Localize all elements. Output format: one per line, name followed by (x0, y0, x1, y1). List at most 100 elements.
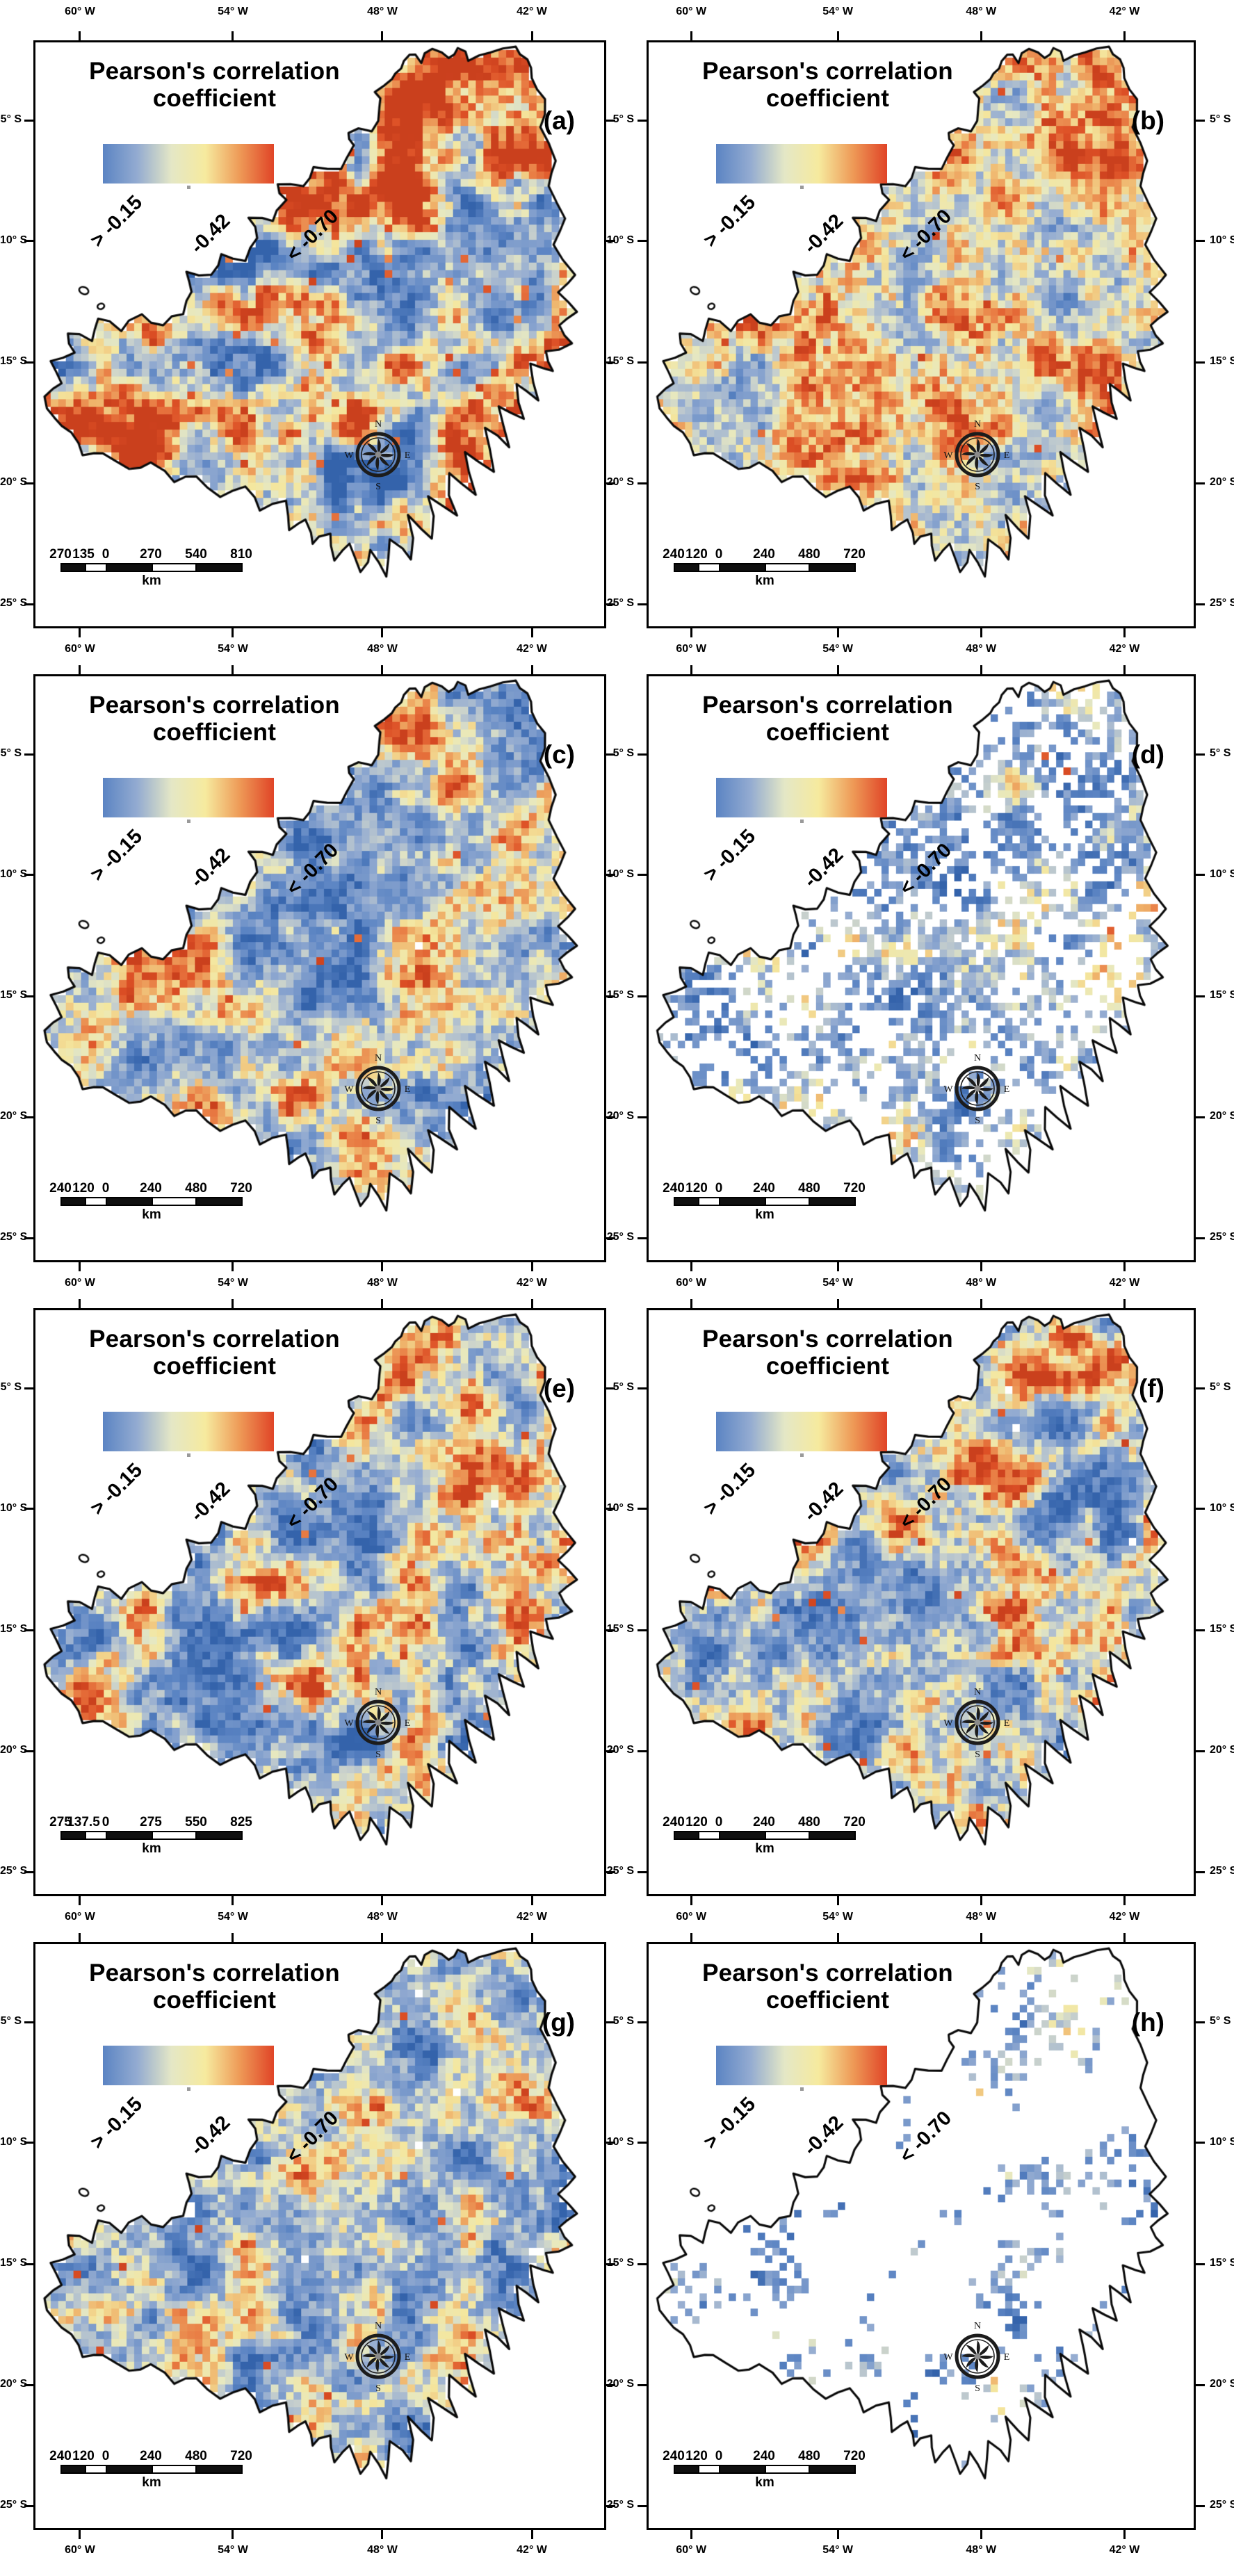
lon-tick-mark (530, 2530, 533, 2539)
panel-title-line1: Pearson's correlation (702, 692, 953, 719)
panel-title-line1: Pearson's correlation (702, 58, 953, 85)
lon-tick-mark (836, 1933, 839, 1942)
scale-number: 0 (102, 1815, 110, 1829)
panel-title-line2: coefficient (152, 85, 277, 113)
lon-tick-label: 48° W (966, 643, 997, 655)
scale-number: 480 (798, 547, 820, 562)
colorbar-mid-tick (800, 186, 804, 189)
lon-tick-label: 60° W (676, 1277, 707, 1289)
lat-tick-mark (1196, 1387, 1205, 1389)
lat-tick-label: 25° S (1210, 597, 1234, 610)
scale-number: 240 (663, 1815, 685, 1829)
lon-tick-label: 60° W (676, 643, 707, 655)
scale-bar: 240 120 0 240 480 720 km (663, 1815, 866, 1857)
colorbar-gradient (103, 144, 274, 184)
lat-tick-label: 10° S (0, 1501, 28, 1514)
lon-tick-mark (381, 31, 384, 40)
scale-number: 275 (49, 1815, 72, 1829)
compass-south-label: S (375, 1750, 381, 1760)
lon-tick-label: 48° W (367, 643, 398, 655)
lon-tick-mark (232, 1896, 234, 1905)
lat-tick-mark (606, 119, 615, 122)
lat-tick-label: 15° S (0, 1623, 28, 1636)
compass-north-label: N (974, 419, 981, 430)
lon-tick-mark (530, 1933, 533, 1942)
panel-title-line2: coefficient (765, 1987, 890, 2014)
scale-bar: 240 120 0 240 480 720 km (663, 2449, 866, 2491)
lon-tick-mark (381, 665, 384, 674)
lat-tick-mark (24, 874, 33, 877)
lon-tick-mark (232, 665, 234, 674)
lat-tick-label: 25° S (606, 597, 634, 610)
lat-tick-mark (24, 240, 33, 243)
lon-tick-label: 54° W (822, 1277, 854, 1289)
panel-title-line2: coefficient (765, 85, 890, 113)
panel-letter: (a) (543, 106, 575, 135)
lat-tick-mark (24, 2383, 33, 2386)
lat-tick-mark (638, 2263, 647, 2265)
compass-west-label: W (943, 1718, 953, 1729)
lat-tick-label: 5° S (0, 747, 22, 760)
colorbar-gradient (716, 2046, 887, 2085)
lat-tick-label: 15° S (1210, 2257, 1234, 2269)
lon-tick-label: 60° W (65, 2544, 95, 2556)
lat-tick-label: 15° S (0, 2257, 28, 2269)
compass-rose-icon: N E S W (345, 2321, 411, 2394)
lon-tick-mark (980, 628, 982, 637)
scale-bar-unit-label: km (755, 1841, 774, 1856)
scale-number: 720 (230, 1181, 252, 1196)
lat-tick-mark (1196, 1750, 1205, 1752)
scale-number: 0 (715, 2449, 723, 2463)
compass-rose-icon: N E S W (345, 1687, 411, 1760)
lat-tick-mark (606, 1237, 615, 1239)
lon-tick-label: 60° W (65, 6, 95, 17)
lon-tick-mark (381, 2530, 384, 2539)
lat-tick-label: 15° S (0, 355, 28, 368)
scale-number: 240 (753, 1815, 775, 1829)
lat-tick-mark (638, 2383, 647, 2386)
map-panel-c: Pearson's correlation coefficient > -0.1… (33, 674, 606, 1262)
scale-number: 480 (798, 1815, 820, 1829)
map-raster-canvas (649, 1944, 1194, 2528)
scale-bar: 240 120 0 240 480 720 km (49, 1181, 252, 1223)
lat-tick-mark (606, 240, 615, 243)
lat-tick-label: 20° S (0, 1110, 28, 1123)
lat-tick-mark (606, 995, 615, 997)
lon-tick-mark (530, 628, 533, 637)
map-raster-canvas (649, 676, 1194, 1260)
compass-south-label: S (975, 1116, 980, 1126)
lat-tick-mark (24, 361, 33, 364)
scale-number: 240 (140, 2449, 162, 2463)
lon-tick-label: 48° W (966, 1911, 997, 1923)
lat-tick-mark (606, 2142, 615, 2144)
scale-bar: 240 120 0 240 480 720 km (663, 547, 866, 589)
map-raster-canvas (35, 1944, 604, 2528)
lon-tick-label: 48° W (367, 1277, 398, 1289)
lon-tick-mark (381, 1933, 384, 1942)
lon-tick-mark (980, 665, 982, 674)
lat-tick-mark (606, 2504, 615, 2507)
lat-tick-mark (1196, 1870, 1205, 1873)
compass-north-label: N (974, 2321, 981, 2331)
scale-number: 825 (230, 1815, 252, 1829)
scale-number: 240 (49, 1181, 72, 1196)
lon-tick-label: 48° W (367, 1911, 398, 1923)
lat-tick-label: 15° S (606, 989, 634, 1002)
lat-tick-mark (24, 753, 33, 756)
lat-tick-mark (24, 1237, 33, 1239)
lat-tick-label: 10° S (606, 867, 634, 880)
lon-tick-mark (980, 31, 982, 40)
colorbar-mid-tick (800, 2087, 804, 2091)
compass-east-label: E (1003, 1718, 1009, 1729)
panel-title-line1: Pearson's correlation (89, 1959, 340, 1987)
lon-tick-mark (1123, 1262, 1126, 1271)
compass-south-label: S (375, 2383, 381, 2394)
scale-number: 240 (753, 2449, 775, 2463)
lat-tick-label: 20° S (606, 2378, 634, 2390)
colorbar-mid-tick (187, 820, 190, 823)
scale-number: 480 (185, 1181, 207, 1196)
lon-tick-mark (232, 1262, 234, 1271)
compass-rose-icon: N E S W (943, 2321, 1009, 2394)
scale-number: 0 (715, 1181, 723, 1196)
compass-blades (961, 439, 993, 471)
